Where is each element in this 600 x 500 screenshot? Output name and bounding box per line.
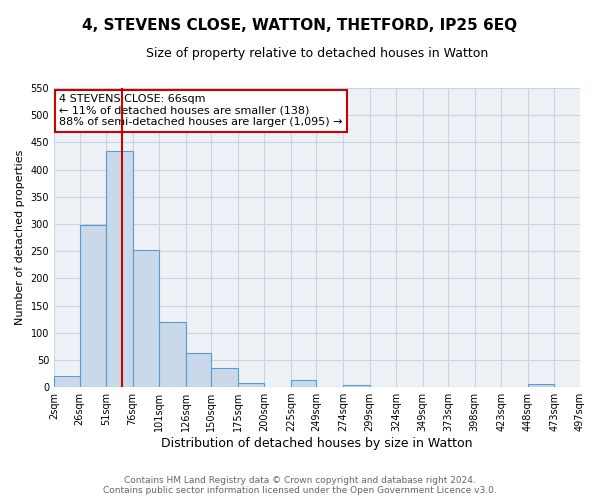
Bar xyxy=(80,225,106,387)
Y-axis label: Number of detached properties: Number of detached properties xyxy=(15,150,25,326)
Bar xyxy=(291,380,316,387)
X-axis label: Distribution of detached houses by size in Watton: Distribution of detached houses by size … xyxy=(161,437,473,450)
Text: 4 STEVENS CLOSE: 66sqm
← 11% of detached houses are smaller (138)
88% of semi-de: 4 STEVENS CLOSE: 66sqm ← 11% of detached… xyxy=(59,94,343,127)
Text: 4, STEVENS CLOSE, WATTON, THETFORD, IP25 6EQ: 4, STEVENS CLOSE, WATTON, THETFORD, IP25… xyxy=(82,18,518,32)
Bar xyxy=(54,376,80,387)
Title: Size of property relative to detached houses in Watton: Size of property relative to detached ho… xyxy=(146,48,488,60)
Bar xyxy=(186,353,211,387)
Bar xyxy=(238,382,265,387)
Bar xyxy=(211,368,238,387)
Bar xyxy=(343,385,370,387)
Bar xyxy=(133,250,159,387)
Bar xyxy=(528,384,554,387)
Bar xyxy=(106,150,133,387)
Bar xyxy=(159,322,186,387)
Text: Contains HM Land Registry data © Crown copyright and database right 2024.
Contai: Contains HM Land Registry data © Crown c… xyxy=(103,476,497,495)
